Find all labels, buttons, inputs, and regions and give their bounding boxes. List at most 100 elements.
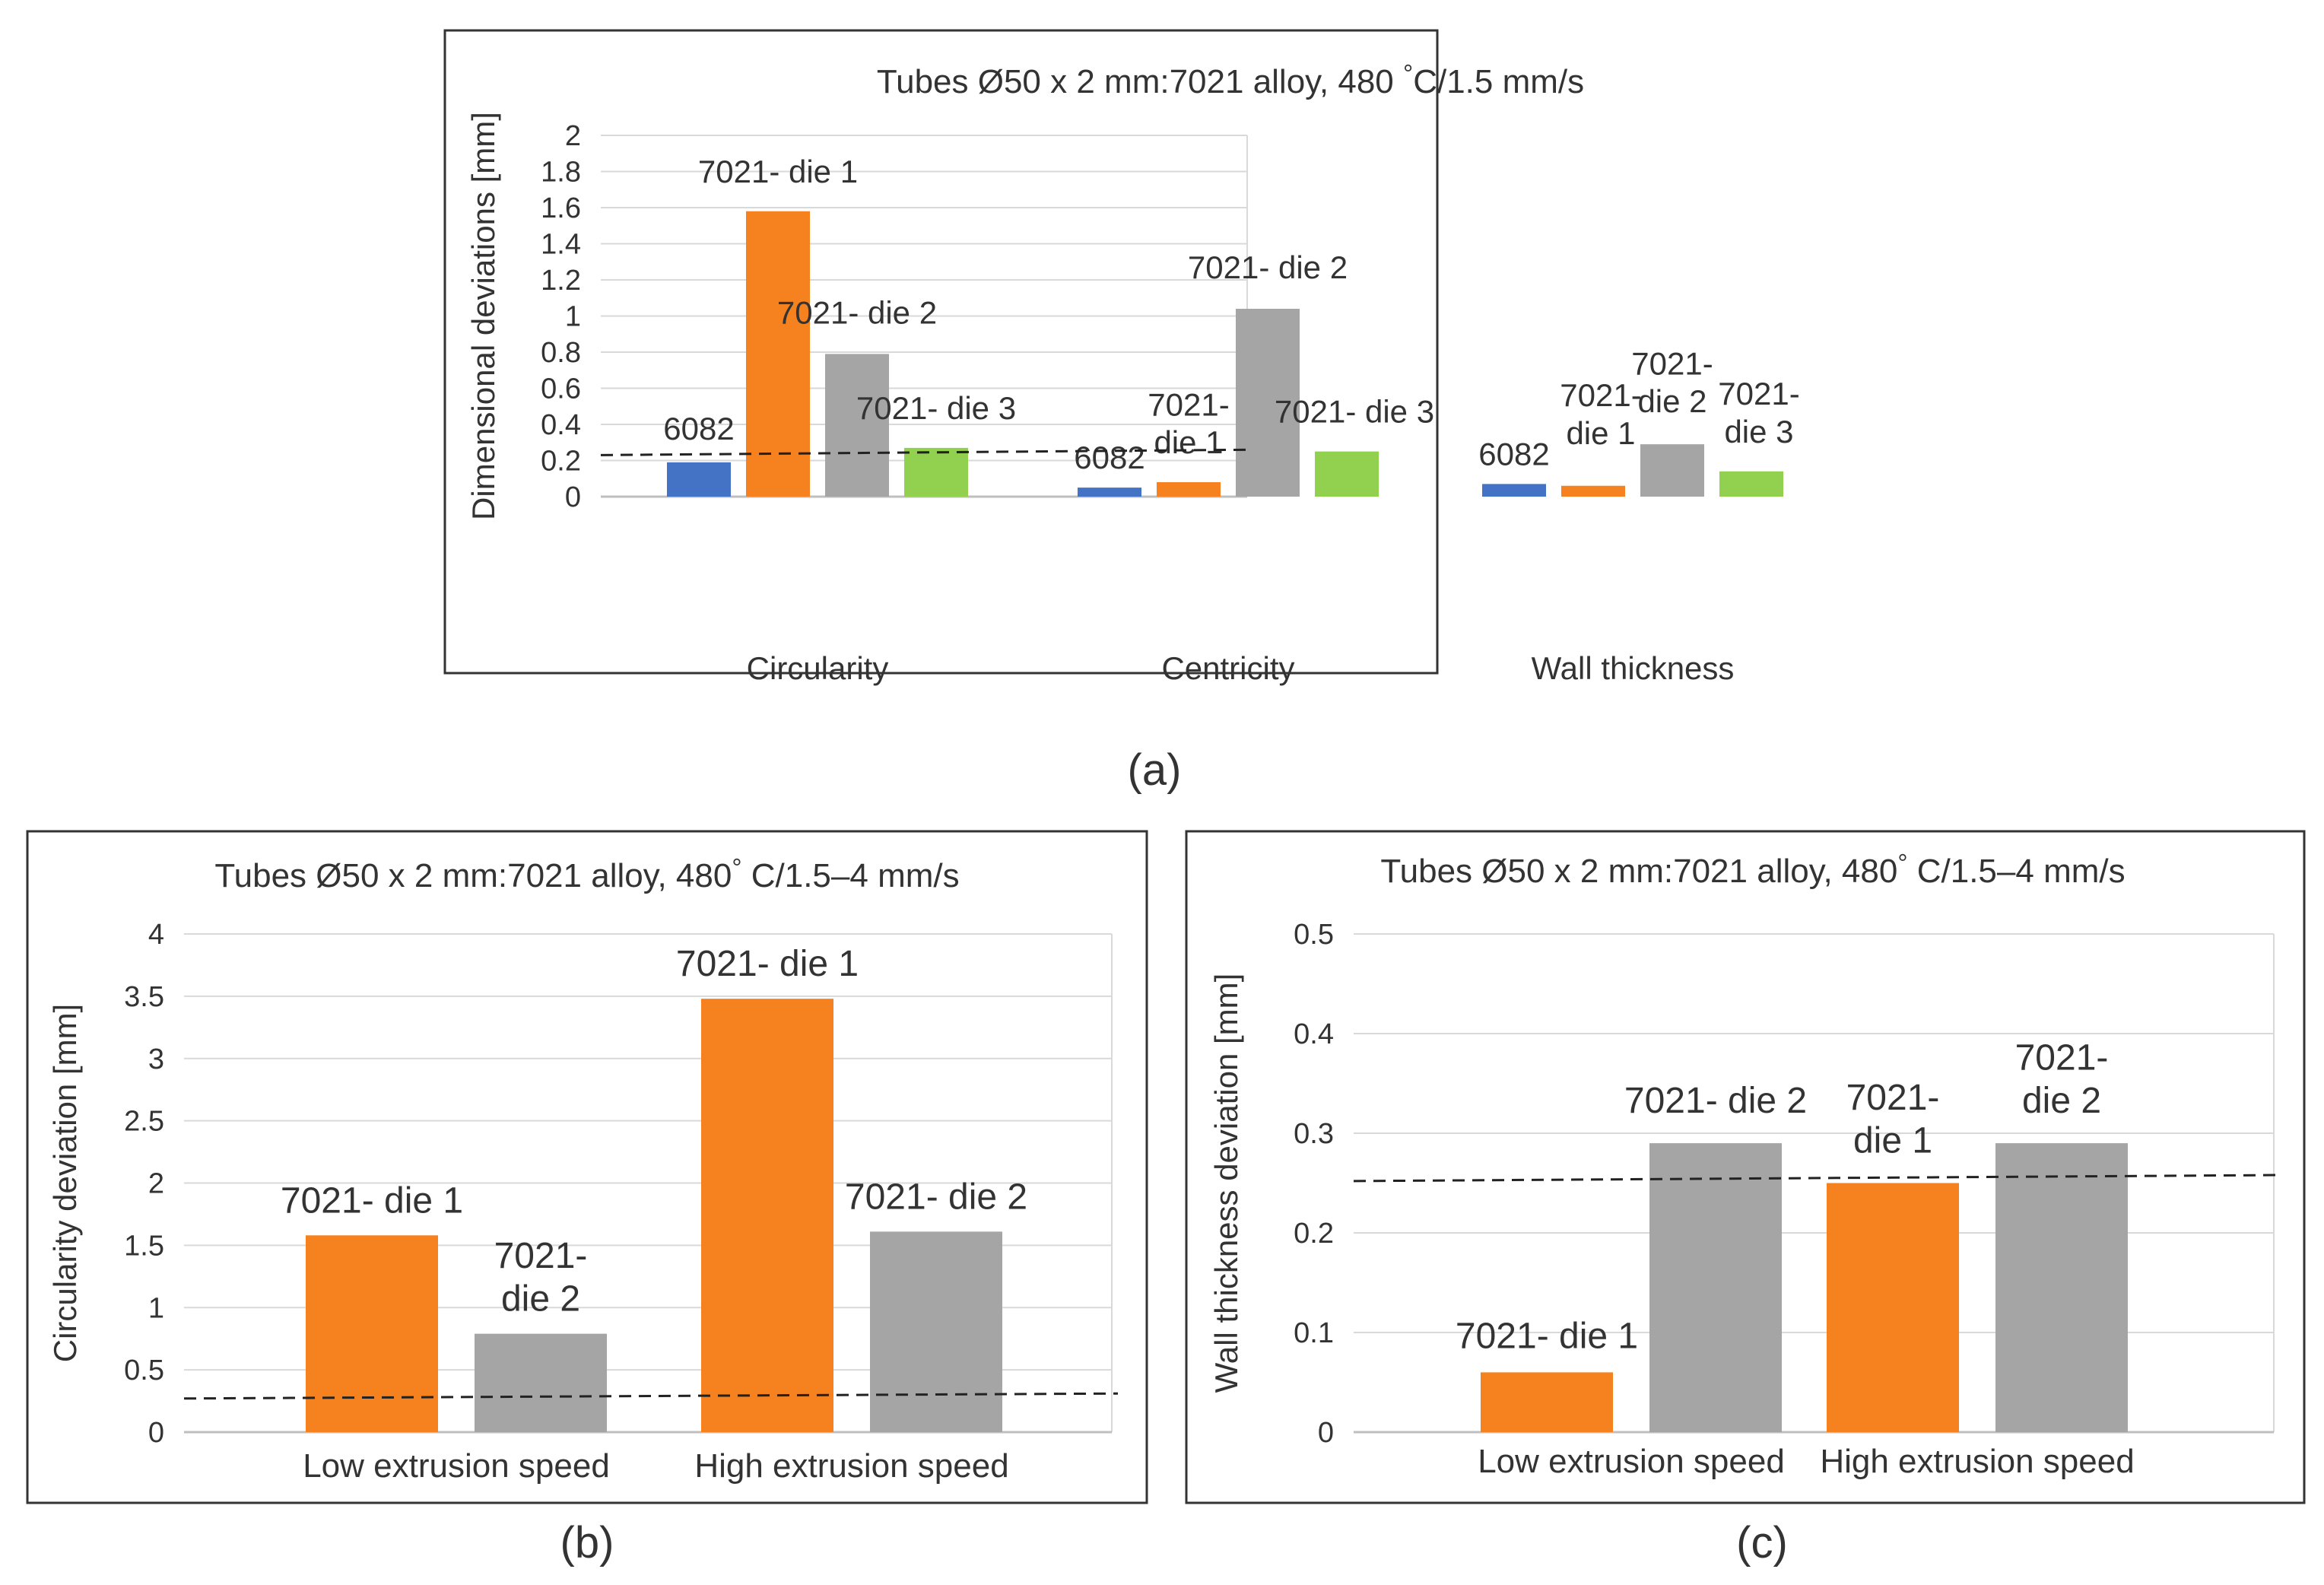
- data-label-line: 7021- die 2: [845, 1177, 1027, 1217]
- data-label-line: die 1: [1566, 415, 1635, 451]
- y-tick-label: 1: [148, 1292, 164, 1324]
- data-label: 7021-die 3: [1718, 376, 1799, 449]
- title-text-part: C/1.5–4 mm/s: [1908, 853, 2126, 890]
- y-tick-label: 0.5: [1294, 919, 1334, 951]
- y-tick-label: 1.6: [541, 192, 581, 224]
- y-tick-label: 0.2: [1294, 1218, 1334, 1250]
- bar: [1236, 309, 1300, 497]
- y-axis-label: Circularity deviation [mm]: [47, 1004, 83, 1362]
- y-tick-label: 0.6: [541, 373, 581, 405]
- y-tick-label: 0.8: [541, 337, 581, 369]
- y-tick-label: 0: [565, 481, 581, 513]
- y-tick-label: 2.5: [124, 1106, 164, 1138]
- y-tick-label: 0.1: [1294, 1317, 1334, 1349]
- data-label: 6082: [663, 411, 734, 446]
- data-label: 7021-die 1: [1846, 1078, 1940, 1161]
- bar: [1481, 1372, 1613, 1432]
- chart-title: Tubes Ø50 x 2 mm:7021 alloy, 480° C/1.5–…: [1380, 849, 2125, 890]
- bar: [1827, 1183, 1959, 1432]
- bar: [1995, 1143, 2128, 1432]
- bar: [746, 211, 810, 497]
- bar: [1078, 488, 1141, 497]
- data-label: 7021- die 1: [698, 154, 858, 189]
- bar: [1719, 471, 1783, 497]
- data-label: 7021- die 3: [1275, 394, 1434, 430]
- bar: [1561, 485, 1625, 497]
- title-degree-sign: °: [1403, 59, 1413, 87]
- bar: [306, 1235, 438, 1432]
- x-category-label: Low extrusion speed: [303, 1447, 610, 1485]
- y-tick-label: 1.4: [541, 229, 581, 261]
- data-label-line: 7021- die 1: [698, 154, 858, 189]
- data-label-line: 7021- die 3: [1275, 394, 1434, 430]
- title-text-part: C/1.5–4 mm/s: [742, 857, 960, 894]
- data-label: 7021-die 2: [2015, 1037, 2109, 1121]
- x-category-label: Wall thickness: [1532, 650, 1735, 686]
- bar: [1315, 451, 1379, 497]
- caption-b: (b): [560, 1518, 614, 1568]
- data-label-line: die 2: [501, 1279, 580, 1320]
- data-label: 7021-die 2: [1631, 346, 1713, 420]
- y-tick-label: 0.5: [124, 1355, 164, 1386]
- data-label: 6082: [1478, 436, 1549, 472]
- title-text-part: Tubes Ø50 x 2 mm:7021 alloy, 480: [1380, 853, 1897, 890]
- data-label: 7021- die 2: [777, 294, 937, 330]
- data-label: 6082: [1074, 440, 1145, 475]
- y-tick-label: 0: [1318, 1417, 1334, 1449]
- data-label-line: 7021- die 2: [1188, 249, 1348, 285]
- bar: [1157, 482, 1221, 497]
- x-category-label: Circularity: [747, 650, 889, 686]
- bar: [904, 447, 968, 497]
- y-tick-label: 4: [148, 919, 164, 951]
- data-label-line: 7021- die 1: [281, 1180, 463, 1221]
- data-label-line: die 1: [1853, 1121, 1932, 1161]
- title-degree-sign: °: [1897, 849, 1907, 877]
- bar: [667, 462, 731, 497]
- y-tick-label: 1: [565, 301, 581, 333]
- bar: [1482, 484, 1546, 497]
- data-label-line: 7021- die 1: [676, 944, 859, 984]
- data-label-line: 7021- die 3: [856, 390, 1016, 426]
- chart-panel-b: Tubes Ø50 x 2 mm:7021 alloy, 480° C/1.5–…: [26, 830, 1148, 1504]
- data-label: 7021-die 1: [1560, 377, 1641, 451]
- title-degree-sign: °: [732, 853, 741, 881]
- y-tick-label: 0.4: [1294, 1018, 1334, 1050]
- chart-title: Tubes Ø50 x 2 mm:7021 alloy, 480 °C/1.5 …: [877, 59, 1584, 100]
- chart-panel-c: Tubes Ø50 x 2 mm:7021 alloy, 480° C/1.5–…: [1185, 830, 2306, 1504]
- title-text-part: C/1.5 mm/s: [1413, 63, 1584, 100]
- data-label-line: 6082: [663, 411, 734, 446]
- data-label: 7021- die 1: [676, 944, 859, 984]
- y-tick-label: 1.8: [541, 157, 581, 189]
- reference-line: [183, 1392, 1119, 1400]
- y-tick-label: 0: [148, 1417, 164, 1449]
- bar: [1640, 444, 1704, 497]
- data-label-line: 7021-: [1718, 376, 1799, 411]
- caption-c: (c): [1736, 1518, 1788, 1568]
- y-tick-label: 1.5: [124, 1230, 164, 1262]
- bar: [1649, 1143, 1782, 1432]
- data-label-line: 7021-: [1631, 346, 1713, 382]
- x-category-label: High extrusion speed: [694, 1447, 1008, 1485]
- data-label-line: 7021- die 2: [1624, 1081, 1807, 1121]
- y-tick-label: 3.5: [124, 981, 164, 1013]
- y-tick-label: 2: [565, 120, 581, 152]
- y-axis-label: Wall thickness deviation [mm]: [1208, 974, 1244, 1393]
- x-category-label: High extrusion speed: [1820, 1443, 2134, 1480]
- reference-line: [1353, 1174, 2281, 1183]
- data-label-line: 6082: [1074, 440, 1145, 475]
- data-label-line: 7021-: [494, 1236, 588, 1276]
- data-label-line: die 3: [1724, 414, 1793, 449]
- data-label: 7021-die 2: [494, 1236, 588, 1320]
- data-label: 7021- die 2: [1624, 1081, 1807, 1121]
- data-label-line: 7021-: [1148, 386, 1229, 422]
- y-tick-label: 2: [148, 1168, 164, 1200]
- data-label: 7021- die 1: [1456, 1316, 1638, 1356]
- reference-line: [600, 448, 1254, 456]
- y-tick-label: 3: [148, 1043, 164, 1075]
- x-category-label: Low extrusion speed: [1478, 1443, 1785, 1480]
- bar: [701, 999, 833, 1432]
- y-tick-label: 0.4: [541, 409, 581, 441]
- y-tick-label: 0.3: [1294, 1118, 1334, 1150]
- data-label: 7021-die 1: [1148, 386, 1229, 460]
